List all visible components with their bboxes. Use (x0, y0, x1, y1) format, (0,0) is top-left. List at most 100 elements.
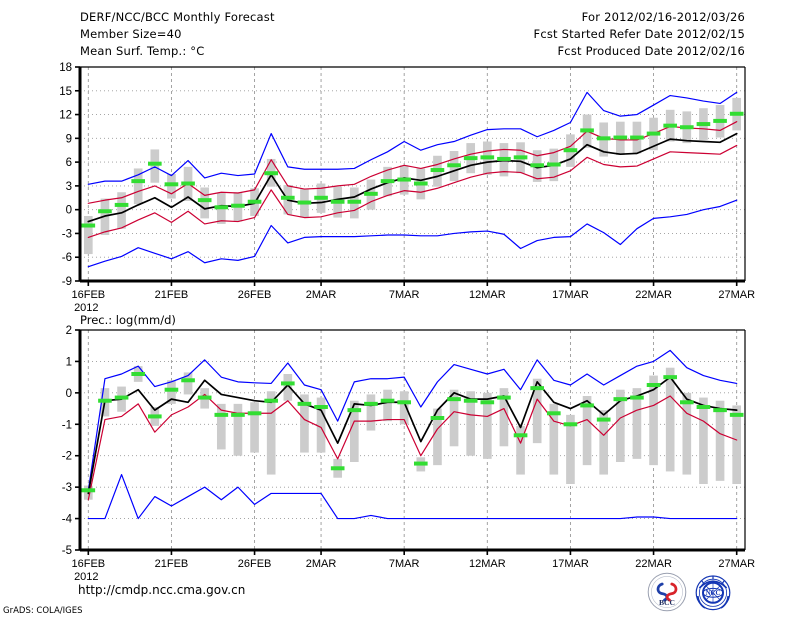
median-marker (580, 128, 594, 133)
median-marker (679, 400, 694, 405)
series-line (87, 349, 738, 491)
range-bar (233, 403, 243, 456)
median-marker (81, 488, 96, 493)
median-marker (280, 195, 295, 200)
ncc-logo-text: NCC (706, 590, 721, 597)
range-bar (449, 389, 459, 447)
y-tick-label: 0 (66, 205, 72, 217)
median-marker (114, 202, 129, 207)
median-marker (663, 375, 678, 380)
range-bar (632, 388, 642, 459)
median-marker (580, 403, 594, 408)
median-marker (380, 179, 395, 184)
range-bar (133, 168, 143, 205)
median-marker (364, 401, 378, 406)
x-tick-label: 7MAR (389, 289, 420, 301)
median-marker (497, 395, 511, 400)
series-line (87, 376, 738, 495)
bcc-logo-text: BCC (659, 598, 675, 607)
median-marker (364, 191, 378, 196)
plot-content (81, 349, 744, 520)
median-marker (713, 408, 727, 413)
y-tick-label: 2 (66, 325, 72, 337)
median-marker (713, 118, 727, 123)
median-marker (696, 405, 711, 409)
range-bar (682, 392, 692, 475)
range-bar (615, 389, 625, 462)
median-marker (247, 411, 262, 416)
median-marker (114, 395, 129, 400)
median-marker (413, 181, 428, 186)
median-marker (264, 171, 279, 176)
range-bar (283, 374, 293, 401)
median-marker (147, 161, 162, 166)
median-marker (197, 198, 212, 203)
x-tick-label: 21FEB (155, 289, 189, 301)
median-marker (131, 179, 146, 184)
x-tick-label: 2MAR (306, 558, 337, 570)
median-marker (214, 205, 229, 210)
year-label: 2012 (74, 571, 98, 583)
median-marker (480, 155, 495, 160)
source-url[interactable]: http://cmdp.ncc.cma.gov.cn (78, 583, 246, 597)
plot-content (81, 91, 744, 268)
range-bar (349, 400, 359, 462)
median-marker (563, 422, 578, 427)
range-bar (366, 394, 376, 431)
bottom-panel-variable-label: Prec.: log(mm/d) (80, 313, 176, 327)
median-marker (463, 156, 478, 161)
report-title: DERF/NCC/BCC Monthly Forecast (80, 10, 275, 24)
median-marker (231, 203, 245, 208)
range-bar (715, 400, 725, 481)
y-tick-label: -2 (62, 451, 72, 463)
median-marker (513, 433, 528, 438)
y-tick-label: -3 (62, 482, 72, 494)
median-marker (380, 398, 395, 403)
median-marker (347, 199, 362, 204)
median-marker (181, 378, 195, 383)
median-marker (596, 136, 611, 141)
x-tick-label: 27MAR (718, 558, 755, 570)
median-marker (197, 395, 212, 400)
median-marker (280, 381, 295, 386)
median-marker (264, 398, 279, 403)
forecast-period-label: For 2012/02/16-2012/03/26 (581, 10, 745, 24)
range-bar (433, 408, 442, 466)
median-marker (131, 372, 146, 376)
bcc-logo-icon: BCC (647, 572, 687, 612)
range-bar (732, 405, 742, 484)
median-marker (630, 395, 644, 400)
surface-temperature-panel: -9 -6 -3 0 3 6 9 12 15 18 16FEB 21FEB 26FEB 2MAR 7MAR 1… (59, 62, 755, 314)
median-marker (463, 398, 478, 403)
median-marker (297, 401, 312, 406)
median-marker (546, 162, 561, 167)
range-bar (466, 391, 476, 456)
median-marker (98, 209, 112, 214)
plot-background (80, 67, 745, 281)
median-marker (247, 199, 262, 204)
series-line (87, 144, 738, 239)
ncc-logo-icon: NCC (695, 575, 731, 611)
x-tick-label: 16FEB (71, 289, 105, 301)
x-tick-label: 12MAR (469, 558, 506, 570)
range-bar (499, 388, 509, 447)
median-marker (546, 411, 561, 416)
range-bar (599, 410, 609, 475)
y-tick-label: 6 (66, 157, 72, 169)
x-tick-label: 17MAR (552, 558, 589, 570)
range-bar (250, 402, 259, 453)
median-marker (480, 400, 495, 405)
median-marker (497, 156, 511, 161)
median-marker (729, 111, 744, 116)
grads-credit: GrADS: COLA/IGES (3, 606, 83, 616)
range-bar (183, 372, 193, 395)
series-line (87, 393, 738, 501)
median-marker (513, 155, 528, 160)
range-bar (83, 216, 93, 255)
x-tick-label: 2MAR (306, 289, 337, 301)
median-marker (164, 182, 179, 187)
median-marker (530, 163, 545, 168)
range-bar (549, 403, 559, 475)
